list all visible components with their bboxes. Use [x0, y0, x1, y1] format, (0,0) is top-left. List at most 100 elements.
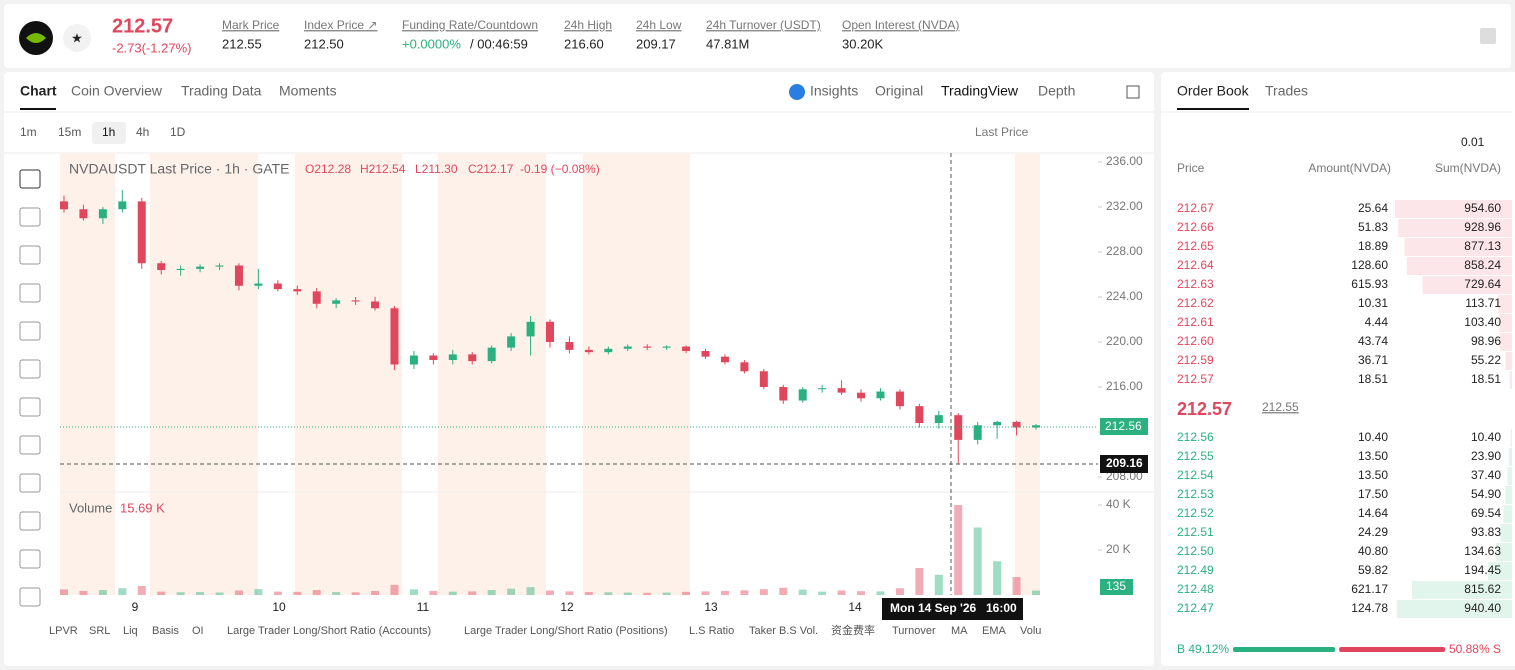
candle-body [623, 346, 632, 349]
draw-tool[interactable] [19, 435, 41, 455]
view-tab[interactable]: Depth [1038, 83, 1075, 99]
book-price: 212.53 [1177, 487, 1214, 501]
ohlc: L211.30 [415, 162, 458, 176]
chart-tab[interactable]: Trading Data [181, 83, 262, 99]
crosshair-time: 16:00 [986, 601, 1017, 615]
volume-bar [623, 592, 632, 595]
view-tab[interactable]: Insights [810, 83, 858, 99]
book-sum: 10.40 [1471, 430, 1501, 444]
volume-bar [759, 589, 768, 595]
stat-extra: / 00:46:59 [470, 36, 528, 51]
y-tick-label: 228.00 [1106, 244, 1143, 258]
precision[interactable]: 0.01 [1461, 135, 1485, 149]
book-price: 212.65 [1177, 239, 1214, 253]
depth-bar [1505, 352, 1512, 370]
book-sum: 93.83 [1471, 525, 1501, 539]
volume-bar [876, 591, 885, 595]
draw-tool[interactable] [19, 245, 41, 265]
book-amount: 615.93 [1351, 277, 1388, 291]
book-price: 212.55 [1177, 449, 1214, 463]
indicator[interactable]: Taker B.S Vol. [749, 625, 818, 637]
stat-label: Funding Rate/Countdown [402, 18, 538, 32]
indicator[interactable]: Large Trader Long/Short Ratio (Positions… [464, 625, 668, 637]
draw-tool[interactable] [19, 549, 41, 569]
book-amount: 14.64 [1358, 506, 1388, 520]
indicator[interactable]: L.S Ratio [689, 625, 734, 637]
volume-bar [584, 592, 593, 595]
interval[interactable]: 1h [102, 125, 115, 139]
volume-bar [857, 591, 866, 595]
volume-bar [254, 589, 263, 595]
interval[interactable]: 1D [170, 125, 186, 139]
book-tab[interactable]: Order Book [1177, 83, 1250, 99]
candle-body [332, 300, 341, 304]
candle-body [740, 362, 749, 372]
buy-bar [1233, 647, 1336, 652]
ohlc: H212.54 [360, 162, 406, 176]
interval[interactable]: 15m [58, 125, 81, 139]
sell-bar [1339, 647, 1445, 652]
book-price: 212.51 [1177, 525, 1214, 539]
book-sum: 103.40 [1464, 315, 1501, 329]
draw-tool[interactable] [19, 169, 41, 189]
chart-tab[interactable]: Coin Overview [71, 83, 163, 99]
book-tab[interactable]: Trades [1265, 83, 1308, 99]
draw-tool[interactable] [19, 473, 41, 493]
draw-tool[interactable] [19, 359, 41, 379]
candle-body [293, 289, 302, 292]
volume-bar [98, 590, 107, 595]
last-price-label: 212.56 [1105, 419, 1142, 433]
chart-tab[interactable]: Moments [279, 83, 337, 99]
indicator[interactable]: Turnover [892, 625, 936, 637]
stat-value: 212.55 [222, 36, 262, 51]
stat-label: 24h High [564, 18, 612, 32]
price-type[interactable]: Last Price [975, 125, 1029, 139]
indicator[interactable]: MA [951, 625, 968, 637]
indicator[interactable]: OI [192, 625, 204, 637]
book-amount: 43.74 [1358, 334, 1388, 348]
volume-bar [234, 590, 243, 595]
candle-body [934, 415, 943, 424]
draw-tool[interactable] [19, 321, 41, 341]
draw-tool[interactable] [19, 283, 41, 303]
menu-icon[interactable] [1480, 28, 1496, 44]
indicator[interactable]: 资金费率 [831, 623, 875, 637]
book-price: 212.64 [1177, 258, 1214, 272]
volume-bar [993, 561, 1002, 595]
volume-bar [157, 591, 166, 595]
interval[interactable]: 4h [136, 125, 149, 139]
layout-icon[interactable] [1126, 85, 1140, 99]
book-sum: 729.64 [1464, 277, 1501, 291]
indicator[interactable]: EMA [982, 625, 1007, 637]
indicator[interactable]: SRL [89, 625, 110, 637]
indicator[interactable]: LPVR [49, 625, 78, 637]
stat-value: 30.20K [842, 36, 884, 51]
view-tab[interactable]: Original [875, 83, 923, 99]
indicator[interactable]: Basis [152, 625, 179, 637]
draw-tool[interactable] [19, 397, 41, 417]
candle-body [798, 389, 807, 401]
volume-bar [954, 505, 963, 595]
interval[interactable]: 1m [20, 125, 37, 139]
draw-tool[interactable] [19, 587, 41, 607]
book-sum: 954.60 [1464, 201, 1501, 215]
x-tick-label: 11 [417, 600, 430, 614]
indicator[interactable]: Liq [123, 625, 138, 637]
indicator[interactable]: Volu [1020, 625, 1041, 637]
draw-tool[interactable] [19, 511, 41, 531]
book-header: Sum(NVDA) [1435, 161, 1501, 175]
book-price: 212.52 [1177, 506, 1214, 520]
volume-bar [546, 590, 554, 595]
mark-price: 212.55 [1262, 400, 1299, 414]
indicator[interactable]: Large Trader Long/Short Ratio (Accounts) [227, 625, 431, 637]
depth-bar [1500, 524, 1512, 542]
volume-bar [79, 590, 88, 595]
favorite-button[interactable] [63, 24, 91, 52]
draw-tool[interactable] [19, 207, 41, 227]
session-band [438, 153, 546, 595]
book-sum: 98.96 [1471, 334, 1501, 348]
view-tab[interactable]: TradingView [941, 83, 1019, 99]
chart-tab[interactable]: Chart [20, 83, 57, 99]
top-bar [4, 4, 1511, 68]
